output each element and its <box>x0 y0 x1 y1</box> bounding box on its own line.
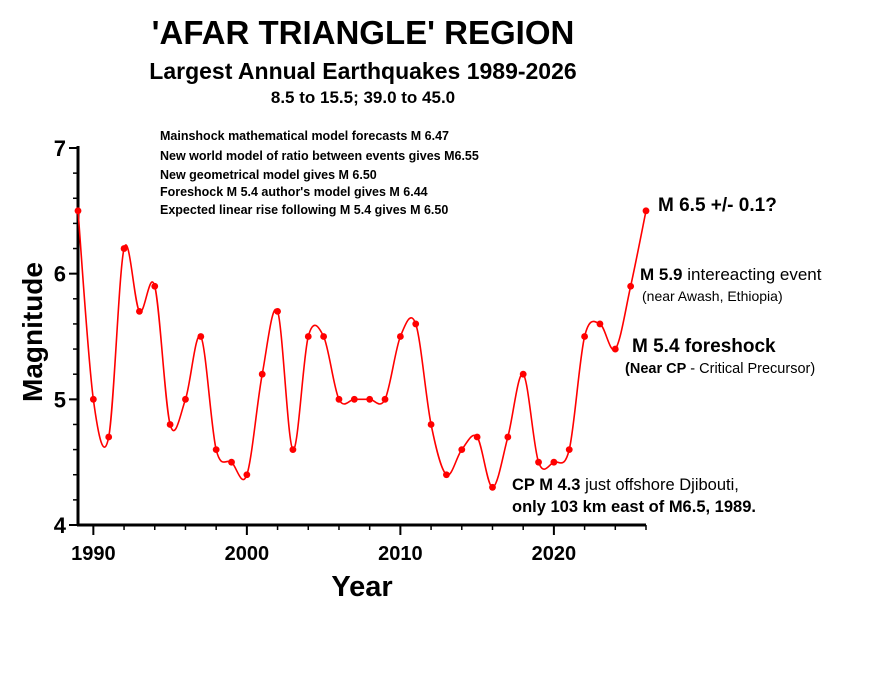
data-point <box>504 433 512 441</box>
data-point <box>228 458 235 466</box>
data-point <box>366 395 374 403</box>
data-point <box>596 320 604 328</box>
model-note: New world model of ratio between events … <box>160 149 479 163</box>
data-point <box>381 395 389 403</box>
djibouti-annotation: CP M 4.3 just offshore Djibouti, <box>512 476 739 494</box>
interacting-event-annotation: M 5.9 intereacting event <box>640 265 822 284</box>
x-tick-label: 2010 <box>378 543 423 565</box>
data-point <box>304 333 312 340</box>
djibouti-distance: only 103 km east of M6.5, 1989. <box>512 498 756 516</box>
model-note: New geometrical model gives M 6.50 <box>160 168 377 182</box>
model-note: Foreshock M 5.4 author's model gives M 6… <box>160 185 428 199</box>
data-point <box>565 446 573 453</box>
cp-near: Near CP <box>630 361 687 377</box>
data-point <box>243 471 251 479</box>
data-point <box>105 433 113 441</box>
data-point <box>443 471 450 479</box>
y-tick-label: 6 <box>54 262 66 287</box>
data-point <box>289 446 297 453</box>
interacting-label: intereacting event <box>687 265 821 284</box>
data-point <box>581 333 588 340</box>
data-point <box>274 307 281 315</box>
djibouti-location: just offshore Djibouti, <box>584 476 739 494</box>
axis-ticks: 4 5 6 7 1990 2000 2010 2020 <box>54 136 647 565</box>
data-point <box>412 320 420 328</box>
data-point <box>473 433 481 441</box>
x-axis-label: Year <box>331 571 392 603</box>
data-point <box>197 333 205 340</box>
foreshock-annotation: M 5.4 foreshock <box>632 336 776 357</box>
data-point <box>396 333 404 340</box>
forecast-annotation: M 6.5 +/- 0.1? <box>658 195 777 216</box>
cp-open: ( <box>625 361 630 377</box>
chart-subtitle: Largest Annual Earthquakes 1989-2026 <box>149 58 577 84</box>
data-point <box>258 370 266 378</box>
cp-rest: - Critical Precursor) <box>690 361 815 377</box>
data-point <box>611 345 619 353</box>
data-point <box>350 395 358 403</box>
data-point <box>120 245 128 252</box>
djibouti-mag: CP M 4.3 <box>512 476 580 494</box>
data-point <box>74 207 82 215</box>
data-point <box>489 483 496 491</box>
y-axis-label: Magnitude <box>17 262 48 402</box>
data-point <box>182 395 189 403</box>
data-point <box>335 395 343 403</box>
region-range: 8.5 to 15.5; 39.0 to 45.0 <box>270 88 456 107</box>
data-points <box>74 207 650 491</box>
y-tick-label: 5 <box>54 387 66 412</box>
y-tick-label: 7 <box>54 136 66 161</box>
interacting-location: (near Awash, Ethiopia) <box>642 288 783 304</box>
model-note: Mainshock mathematical model forecasts M… <box>160 129 449 143</box>
data-point <box>136 307 143 315</box>
y-tick-label: 4 <box>54 513 67 538</box>
chart-title: 'AFAR TRIANGLE' REGION <box>151 14 575 51</box>
data-point <box>535 458 542 466</box>
data-point <box>212 446 220 453</box>
model-notes: Mainshock mathematical model forecasts M… <box>160 129 479 217</box>
data-point <box>550 458 558 466</box>
data-point <box>519 370 527 378</box>
x-tick-label: 2020 <box>532 543 577 565</box>
x-tick-label: 2000 <box>225 543 270 565</box>
data-point <box>627 282 635 290</box>
x-tick-label: 1990 <box>71 543 116 565</box>
data-point <box>427 421 435 428</box>
data-point <box>151 282 159 290</box>
data-point <box>642 207 650 215</box>
critical-precursor-note: (Near CP - Critical Precursor) <box>625 361 815 377</box>
series-line <box>77 210 647 489</box>
data-point <box>458 446 466 453</box>
model-note: Expected linear rise following M 5.4 giv… <box>160 203 448 217</box>
data-point <box>89 395 97 403</box>
interacting-magnitude: M 5.9 <box>640 265 683 284</box>
data-point <box>320 333 328 340</box>
data-point <box>166 421 174 428</box>
